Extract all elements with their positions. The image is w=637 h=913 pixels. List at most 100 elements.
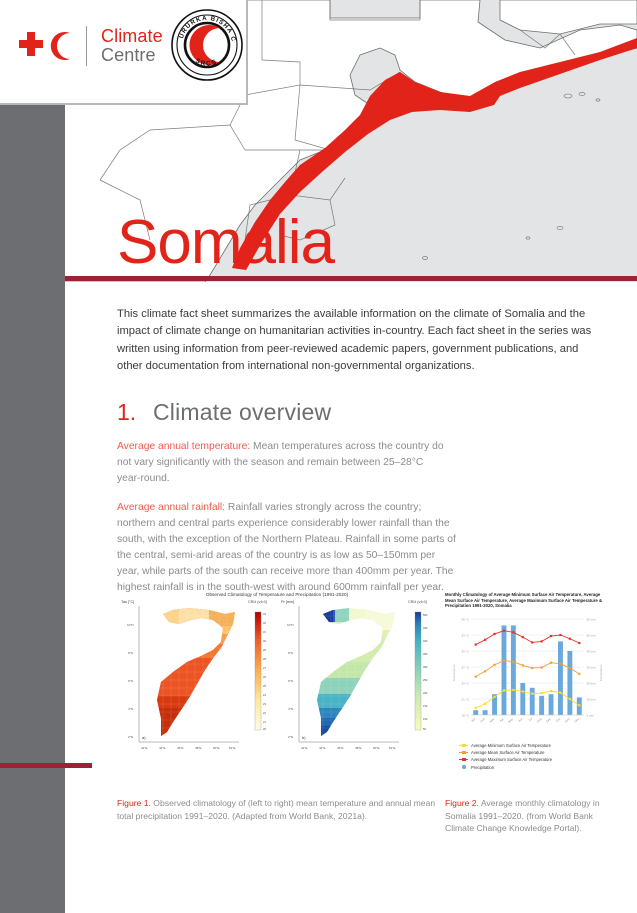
- section-number: 1.: [117, 399, 137, 426]
- left-sidebar: [0, 105, 65, 913]
- title-accent-rule: [0, 276, 637, 281]
- svg-text:Sep: Sep: [545, 717, 552, 724]
- svg-text:33: 33: [263, 612, 266, 616]
- logo-divider: [86, 26, 87, 66]
- svg-text:6°N: 6°N: [128, 679, 133, 683]
- svg-text:44°E: 44°E: [159, 746, 166, 750]
- svg-text:300: 300: [423, 665, 428, 669]
- legend-item: Average Minimum Surface Air Temperature: [459, 743, 615, 748]
- legend-swatch-icon: [459, 757, 468, 762]
- paragraph-rainfall-body: Rainfall varies strongly across the coun…: [117, 502, 456, 594]
- svg-text:18 °C: 18 °C: [461, 713, 469, 717]
- figure-captions: Figure 1. Observed climatology of (left …: [117, 797, 617, 835]
- panel-a-source: CRU (v4.0): [248, 600, 267, 604]
- figures-row: Observed Climatology of Temperature and …: [117, 592, 617, 772]
- svg-text:33 °C: 33 °C: [461, 633, 469, 637]
- svg-text:22: 22: [263, 711, 266, 715]
- svg-text:Temperature: Temperature: [452, 664, 456, 681]
- monthly-climatology-chart: 36 °C 60 mm 33 °C 50 mm 30 °C 40 mm 27 °C 30 mm…: [452, 617, 603, 724]
- page-title: Somalia: [117, 208, 335, 277]
- svg-text:250: 250: [423, 678, 428, 682]
- svg-text:50: 50: [423, 727, 426, 731]
- svg-text:10°N: 10°N: [127, 623, 134, 627]
- svg-text:0 mm: 0 mm: [587, 713, 595, 717]
- svg-text:8°N: 8°N: [288, 651, 293, 655]
- paragraph-temperature-body: Mean temperatures across the country do …: [117, 441, 444, 485]
- paragraph-rainfall: Average annual rainfall: Rainfall varies…: [117, 500, 457, 596]
- main-content: This climate fact sheet summarizes the a…: [117, 306, 607, 596]
- svg-text:4°N: 4°N: [288, 707, 293, 711]
- svg-text:26: 26: [263, 675, 266, 679]
- temperature-map: 10°N 8°N 6°N 4°N 2°N 42°E 44°E 46°E 48°E 50°…: [127, 606, 266, 750]
- section-title: Climate overview: [153, 399, 332, 426]
- svg-text:2°N: 2°N: [128, 735, 133, 739]
- figure-2-caption-text: Average monthly climatology in Somalia 1…: [445, 798, 600, 834]
- figure-2-title: Monthly Climatology of Average Minimum S…: [445, 592, 603, 609]
- svg-text:Feb: Feb: [479, 717, 486, 724]
- svg-text:Oct: Oct: [555, 717, 561, 723]
- logo-centre-text: Centre: [101, 45, 156, 65]
- panel-b-unit: Pr [mm]: [281, 600, 295, 604]
- svg-text:42°E: 42°E: [141, 746, 148, 750]
- svg-text:Apr: Apr: [499, 717, 505, 723]
- svg-text:Jun: Jun: [517, 717, 523, 723]
- paragraph-temperature: Average annual temperature: Mean tempera…: [117, 439, 447, 487]
- svg-text:SRCS: SRCS: [194, 58, 219, 68]
- svg-text:28: 28: [263, 657, 266, 661]
- sidebar-accent-rule: [0, 763, 92, 768]
- precipitation-map: 10°N 8°N 6°N 4°N 2°N 42°E 44°E 46°E 48°E 50°…: [287, 606, 428, 750]
- svg-text:Jul: Jul: [527, 717, 533, 723]
- panel-b-source: CRU (v4.0): [408, 600, 427, 604]
- svg-text:46°E: 46°E: [337, 746, 344, 750]
- figure-1-caption-label: Figure 1.: [117, 798, 151, 808]
- svg-text:50°E: 50°E: [213, 746, 220, 750]
- svg-text:52°E: 52°E: [389, 746, 396, 750]
- svg-text:24: 24: [263, 693, 266, 697]
- logo-box: Climate Centre URURKA BISHA CAS SRCS: [0, 0, 248, 105]
- svg-text:24 °C: 24 °C: [461, 681, 469, 685]
- svg-text:32: 32: [263, 621, 266, 625]
- svg-text:20: 20: [263, 727, 266, 731]
- svg-text:350: 350: [423, 652, 428, 656]
- legend-item: Average Maximum Surface Air Temperature: [459, 757, 615, 762]
- svg-text:44°E: 44°E: [319, 746, 326, 750]
- svg-text:10°N: 10°N: [287, 623, 294, 627]
- svg-text:200: 200: [423, 691, 428, 695]
- svg-text:40 mm: 40 mm: [587, 649, 597, 653]
- somalia-highlight: [232, 38, 637, 270]
- svg-text:21 °C: 21 °C: [461, 697, 469, 701]
- svg-text:Precipitation: Precipitation: [599, 664, 603, 681]
- svg-text:52°E: 52°E: [229, 746, 236, 750]
- svg-text:29: 29: [263, 648, 266, 652]
- svg-text:a): a): [142, 735, 146, 740]
- legend-label: Average Minimum Surface Air Temperature: [471, 743, 551, 749]
- svg-text:23: 23: [263, 702, 266, 706]
- section-heading: 1. Climate overview: [117, 399, 607, 426]
- svg-text:10 mm: 10 mm: [587, 697, 597, 701]
- svg-text:21: 21: [263, 720, 266, 724]
- svg-text:42°E: 42°E: [301, 746, 308, 750]
- svg-text:20 mm: 20 mm: [587, 681, 597, 685]
- legend-item: Precipitation: [459, 765, 615, 770]
- svg-text:48°E: 48°E: [355, 746, 362, 750]
- legend-label: Precipitation: [471, 764, 495, 770]
- paragraph-rainfall-lead: Average annual rainfall:: [117, 502, 226, 514]
- intro-paragraph: This climate fact sheet summarizes the a…: [117, 308, 592, 373]
- svg-text:8°N: 8°N: [128, 651, 133, 655]
- svg-text:Dec: Dec: [573, 717, 580, 724]
- svg-text:48°E: 48°E: [195, 746, 202, 750]
- svg-text:25: 25: [263, 684, 266, 688]
- figure-2: Monthly Climatology of Average Minimum S…: [445, 592, 615, 772]
- figure-2-caption-label: Figure 2.: [445, 798, 479, 808]
- svg-text:Nov: Nov: [564, 717, 571, 724]
- svg-text:30 °C: 30 °C: [461, 649, 469, 653]
- figure-2-caption: Figure 2. Average monthly climatology in…: [445, 797, 610, 835]
- svg-text:400: 400: [423, 639, 428, 643]
- paragraph-temperature-lead: Average annual temperature:: [117, 441, 251, 453]
- svg-text:Mar: Mar: [489, 717, 495, 723]
- red-cross-red-crescent-icon: [19, 32, 70, 60]
- legend-swatch-icon: [459, 743, 468, 748]
- figure-1: Observed Climatology of Temperature and …: [117, 592, 437, 760]
- svg-text:4°N: 4°N: [128, 707, 133, 711]
- svg-text:May: May: [507, 717, 514, 724]
